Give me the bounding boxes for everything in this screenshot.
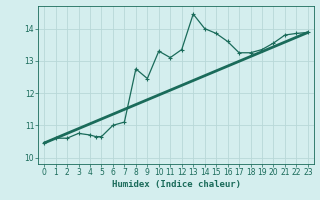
Point	[260, 48, 265, 51]
X-axis label: Humidex (Indice chaleur): Humidex (Indice chaleur)	[111, 180, 241, 189]
Point	[179, 48, 184, 51]
Point	[168, 56, 173, 59]
Point	[156, 50, 161, 53]
Point	[53, 137, 58, 140]
Point	[122, 120, 127, 124]
Point	[65, 137, 70, 140]
Point	[42, 141, 47, 145]
Point	[99, 135, 104, 138]
Point	[225, 40, 230, 43]
Point	[213, 32, 219, 35]
Point	[93, 135, 98, 138]
Point	[87, 133, 92, 137]
Point	[110, 124, 116, 127]
Point	[202, 27, 207, 30]
Point	[145, 77, 150, 80]
Point	[133, 67, 139, 70]
Point	[282, 33, 287, 37]
Point	[305, 31, 310, 34]
Point	[236, 51, 242, 54]
Point	[76, 132, 81, 135]
Point	[271, 41, 276, 45]
Point	[294, 32, 299, 35]
Point	[248, 51, 253, 54]
Point	[191, 12, 196, 16]
